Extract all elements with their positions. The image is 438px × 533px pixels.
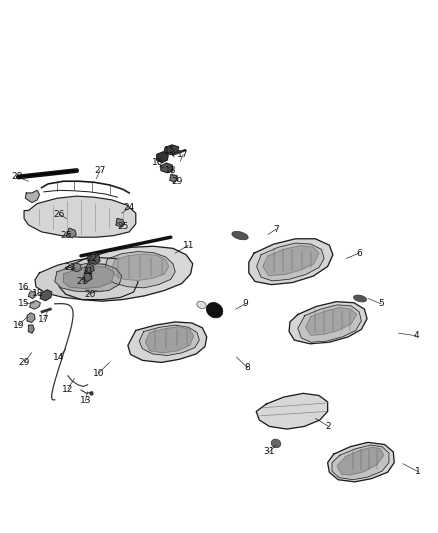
- Ellipse shape: [232, 231, 248, 240]
- Text: 13: 13: [80, 397, 91, 405]
- Text: 9: 9: [242, 300, 248, 308]
- Text: 25: 25: [117, 222, 128, 231]
- Polygon shape: [64, 266, 114, 288]
- Polygon shape: [55, 263, 122, 292]
- Text: 17: 17: [177, 150, 189, 159]
- Text: 5: 5: [378, 300, 384, 308]
- Polygon shape: [337, 447, 384, 475]
- Polygon shape: [82, 272, 92, 281]
- Polygon shape: [306, 308, 357, 335]
- Text: 16: 16: [18, 284, 30, 292]
- Polygon shape: [85, 264, 94, 273]
- Polygon shape: [58, 246, 193, 301]
- Text: 18: 18: [32, 289, 43, 297]
- Ellipse shape: [206, 303, 223, 318]
- Polygon shape: [105, 252, 175, 288]
- Polygon shape: [71, 263, 81, 272]
- Text: 23: 23: [64, 263, 76, 272]
- Text: 21: 21: [77, 277, 88, 286]
- Text: 21: 21: [82, 268, 93, 276]
- Ellipse shape: [271, 439, 281, 448]
- Text: 15: 15: [18, 300, 30, 308]
- Text: 25: 25: [60, 231, 71, 240]
- Polygon shape: [28, 325, 34, 333]
- Text: 29: 29: [172, 177, 183, 185]
- Polygon shape: [145, 327, 194, 353]
- Polygon shape: [40, 290, 52, 301]
- Polygon shape: [27, 313, 35, 322]
- Polygon shape: [298, 305, 361, 342]
- Polygon shape: [170, 175, 177, 182]
- Text: 31: 31: [264, 448, 275, 456]
- Polygon shape: [24, 196, 136, 237]
- Text: 28: 28: [12, 173, 23, 181]
- Text: 4: 4: [413, 332, 419, 340]
- Text: 26: 26: [53, 210, 65, 219]
- Polygon shape: [88, 254, 100, 264]
- Ellipse shape: [197, 301, 206, 309]
- Text: 10: 10: [93, 369, 104, 377]
- Text: 15: 15: [164, 146, 176, 155]
- Polygon shape: [128, 322, 207, 362]
- Text: 12: 12: [62, 385, 74, 393]
- Polygon shape: [35, 257, 138, 300]
- Text: 2: 2: [326, 422, 331, 431]
- Text: 24: 24: [124, 204, 135, 212]
- Text: 19: 19: [13, 321, 24, 329]
- Polygon shape: [328, 442, 394, 482]
- Polygon shape: [160, 163, 173, 173]
- Polygon shape: [67, 228, 76, 238]
- Polygon shape: [257, 243, 324, 281]
- Polygon shape: [112, 254, 169, 280]
- Polygon shape: [332, 445, 389, 480]
- Text: 14: 14: [53, 353, 65, 361]
- Polygon shape: [28, 292, 36, 298]
- Text: 16: 16: [152, 158, 163, 167]
- Ellipse shape: [353, 295, 367, 302]
- Text: 7: 7: [273, 225, 279, 233]
- Polygon shape: [289, 302, 367, 344]
- Text: 8: 8: [244, 364, 251, 372]
- Polygon shape: [30, 301, 40, 309]
- Text: 17: 17: [38, 316, 49, 324]
- Polygon shape: [157, 152, 168, 163]
- Polygon shape: [249, 239, 333, 285]
- Polygon shape: [256, 393, 328, 429]
- Text: 6: 6: [356, 249, 362, 257]
- Text: 27: 27: [94, 166, 106, 175]
- Polygon shape: [116, 219, 124, 227]
- Polygon shape: [263, 246, 319, 276]
- Polygon shape: [139, 325, 199, 356]
- Text: 11: 11: [183, 241, 194, 249]
- Text: 18: 18: [165, 166, 177, 175]
- Text: 1: 1: [415, 467, 421, 476]
- Text: 22: 22: [86, 254, 98, 263]
- Polygon shape: [25, 190, 39, 203]
- Polygon shape: [164, 145, 179, 155]
- Text: 29: 29: [18, 358, 30, 367]
- Text: 20: 20: [84, 290, 95, 298]
